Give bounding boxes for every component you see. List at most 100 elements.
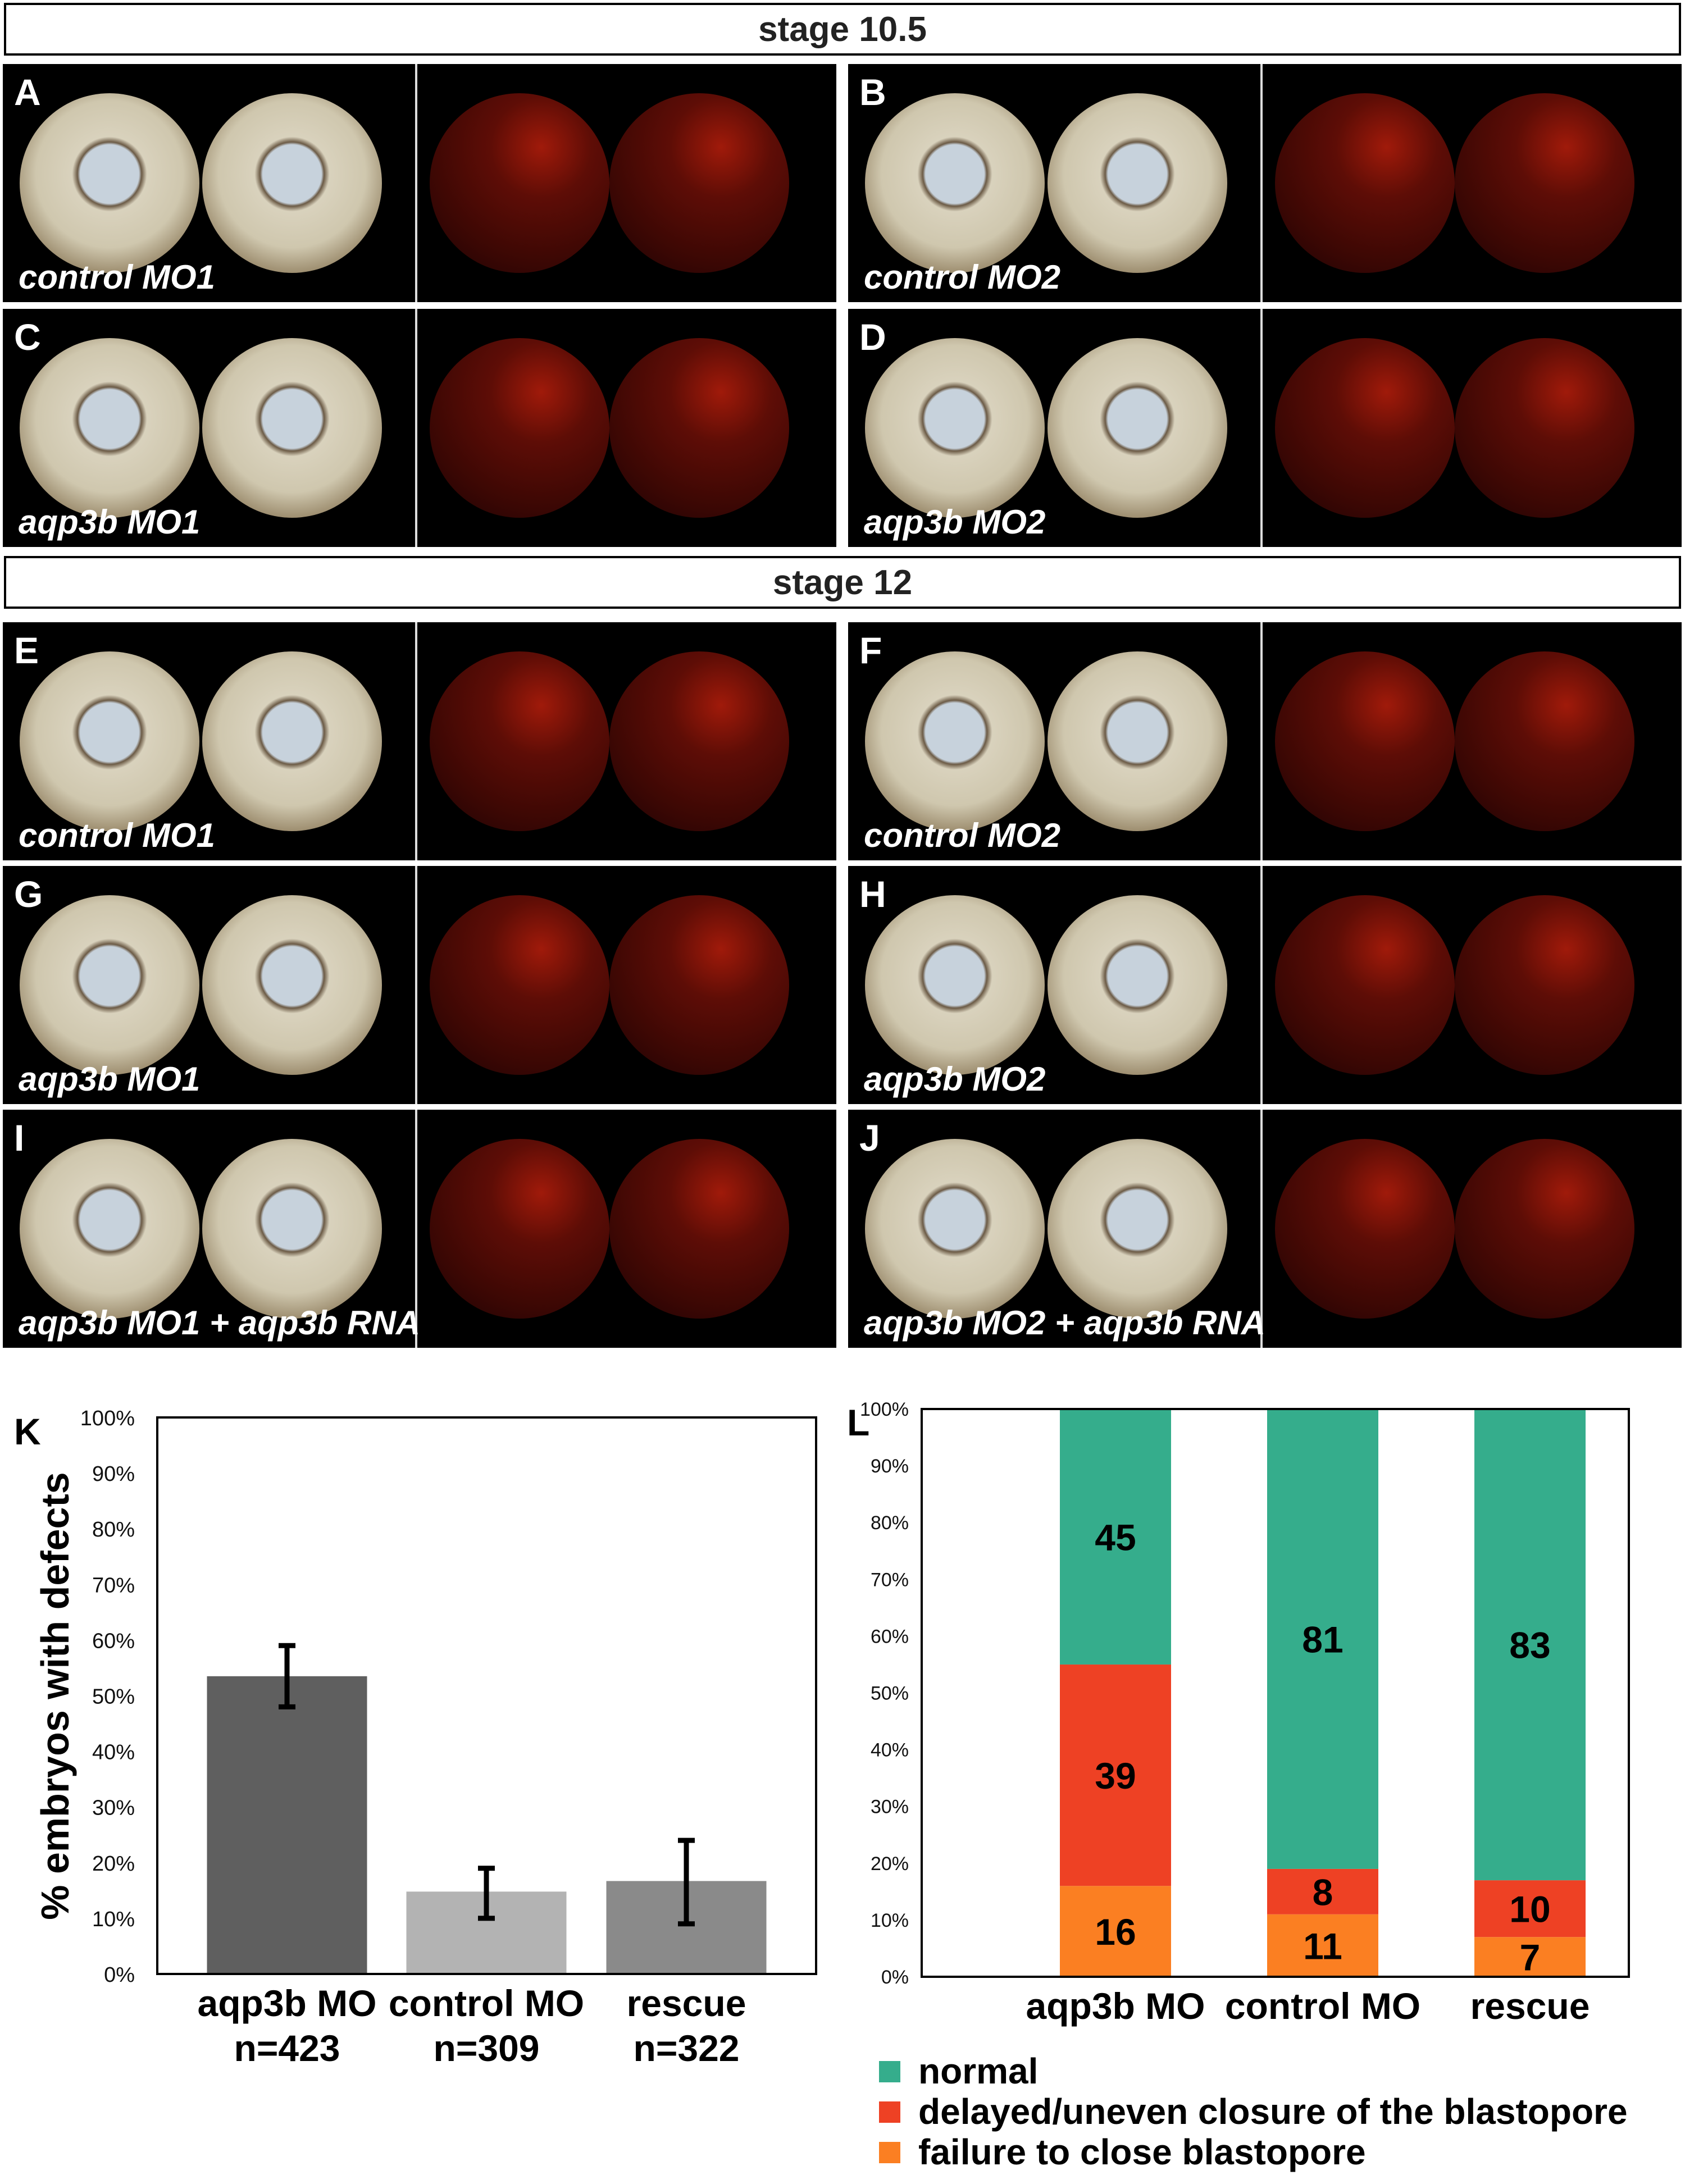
y-tick-label: 10% (92, 1908, 135, 1931)
fluorescence-embryo-image (609, 338, 789, 518)
panel-letter: A (14, 71, 41, 113)
stacked-bar-segment (1474, 1880, 1586, 1937)
n-label: n=322 (634, 2027, 740, 2069)
n-label: n=423 (234, 2027, 340, 2069)
condition-label: control MO2 (864, 817, 1061, 854)
y-tick-label: 50% (871, 1683, 909, 1704)
y-tick-label: 80% (92, 1518, 135, 1542)
category-label: aqp3b MO (197, 1982, 376, 2024)
y-tick-label: 70% (871, 1569, 909, 1590)
stacked-bar-segment (1060, 1409, 1171, 1665)
data-label: 39 (1095, 1755, 1136, 1797)
divider (1260, 309, 1263, 547)
y-tick-label: 20% (92, 1852, 135, 1876)
legend-label: delayed/uneven closure of the blastopore (918, 2091, 1628, 2132)
y-tick-label: 20% (871, 1853, 909, 1875)
fluorescence-embryo-image (609, 895, 789, 1075)
divider (1260, 622, 1263, 860)
divider (1260, 1110, 1263, 1348)
brightfield-embryo-image (865, 1139, 1045, 1319)
fluorescence-embryo-image (1455, 651, 1634, 831)
fluorescence-embryo-image (1275, 93, 1455, 273)
brightfield-embryo-image (865, 651, 1045, 831)
y-tick-label: 10% (871, 1910, 909, 1931)
brightfield-embryo-image (202, 338, 382, 518)
divider (415, 64, 417, 302)
panel-letter: K (14, 1411, 41, 1452)
y-tick-label: 60% (871, 1626, 909, 1647)
plot-frame (156, 1416, 817, 1975)
stacked-bar-segment (1474, 1409, 1586, 1881)
fluorescence-embryo-image (1455, 93, 1634, 273)
panel-letter: B (859, 71, 886, 113)
category-label: control MO (1225, 1985, 1420, 2027)
y-tick-label: 50% (92, 1685, 135, 1709)
panel-letter: G (14, 873, 43, 915)
y-axis-label: % embryos with defects (33, 1472, 77, 1919)
stacked-bar-segment (1474, 1937, 1586, 1977)
brightfield-embryo-image (202, 895, 382, 1075)
data-label: 10 (1509, 1889, 1550, 1930)
brightfield-embryo-image (202, 93, 382, 273)
divider (415, 1110, 417, 1348)
condition-label: aqp3b MO1 + aqp3b RNA (19, 1304, 421, 1342)
y-tick-label: 40% (871, 1740, 909, 1761)
brightfield-embryo-image (865, 338, 1045, 518)
brightfield-embryo-image (1048, 1139, 1227, 1319)
data-label: 8 (1313, 1871, 1333, 1913)
category-label: aqp3b MO (1026, 1985, 1205, 2027)
fluorescence-embryo-image (609, 651, 789, 831)
stacked-bar-segment (1060, 1886, 1171, 1977)
stacked-bar-segment (1267, 1868, 1378, 1914)
legend-label: failure to close blastopore (918, 2132, 1366, 2172)
brightfield-embryo-image (202, 651, 382, 831)
panel-letter: E (14, 630, 39, 671)
fluorescence-embryo-image (430, 895, 609, 1075)
data-label: 7 (1520, 1937, 1541, 1978)
panel-letter: D (859, 316, 886, 358)
legend-swatch (879, 2142, 900, 2163)
stacked-bar-segment (1060, 1664, 1171, 1886)
n-label: n=309 (434, 2027, 540, 2069)
stacked-bar-segment (1267, 1914, 1378, 1977)
brightfield-embryo-image (1048, 895, 1227, 1075)
panel-letter: L (847, 1402, 869, 1443)
panel-letter: J (859, 1117, 880, 1159)
y-tick-label: 80% (871, 1512, 909, 1534)
stage-10-5-header: stage 10.5 (4, 3, 1681, 56)
panel-letter: F (859, 630, 882, 671)
data-label: 83 (1509, 1625, 1550, 1666)
y-tick-label: 40% (92, 1741, 135, 1764)
fluorescence-embryo-image (430, 1139, 609, 1319)
divider (1260, 866, 1263, 1104)
stacked-bar-segment (1267, 1409, 1378, 1869)
plot-frame (921, 1408, 1630, 1978)
y-tick-label: 0% (881, 1967, 909, 1988)
y-tick-label: 70% (92, 1574, 135, 1597)
fluorescence-embryo-image (1455, 1139, 1634, 1319)
condition-label: aqp3b MO2 + aqp3b RNA (864, 1304, 1266, 1342)
category-label: rescue (1470, 1985, 1590, 2027)
condition-label: aqp3b MO2 (864, 503, 1046, 541)
data-label: 45 (1095, 1516, 1136, 1558)
fluorescence-embryo-image (1455, 895, 1634, 1075)
brightfield-embryo-image (20, 1139, 199, 1319)
condition-label: control MO1 (19, 817, 216, 854)
category-label: rescue (627, 1982, 746, 2024)
divider (415, 866, 417, 1104)
data-label: 11 (1303, 1925, 1342, 1967)
brightfield-embryo-image (865, 93, 1045, 273)
bar (207, 1676, 367, 1974)
fluorescence-embryo-image (430, 338, 609, 518)
data-label: 16 (1095, 1911, 1136, 1953)
condition-label: aqp3b MO1 (19, 1060, 201, 1098)
fluorescence-embryo-image (1275, 895, 1455, 1075)
divider (415, 309, 417, 547)
